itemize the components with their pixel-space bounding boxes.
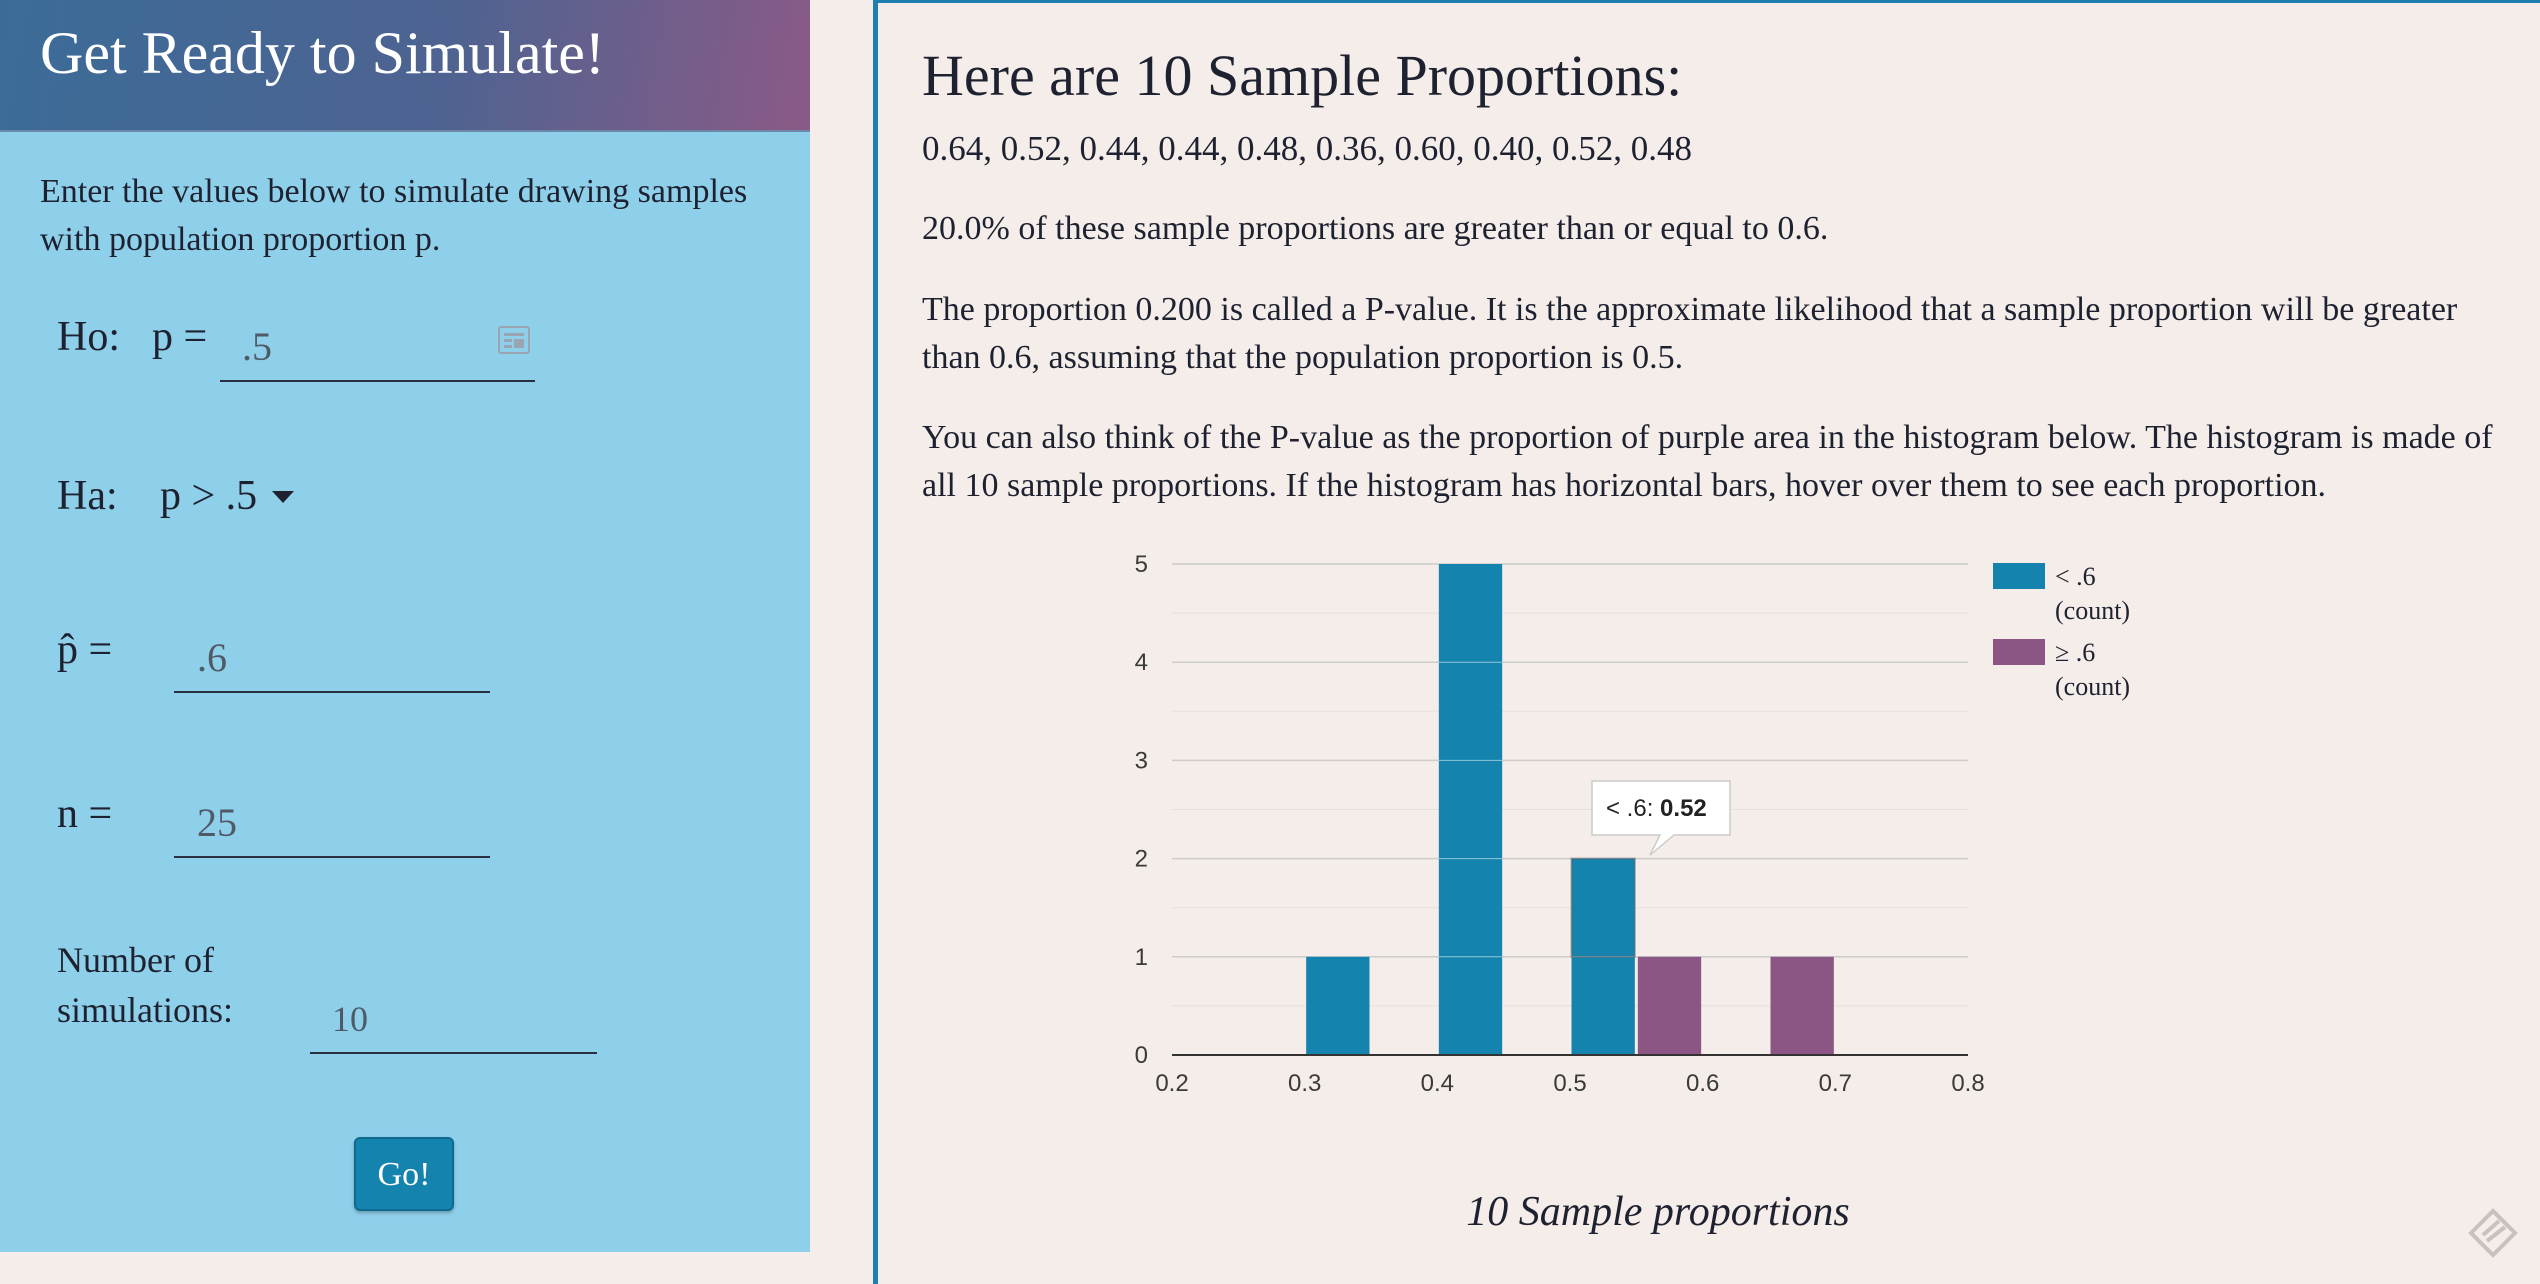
x-tick-label: 0.8 xyxy=(1951,1070,1984,1097)
x-tick-label: 0.3 xyxy=(1288,1070,1321,1097)
histogram-chart: 0 1 2 3 4 5 0.2 0.3 0.4 0.5 0.6 0.7 0.8 < .6 (count) ≥… xyxy=(1135,551,2130,1097)
sample-proportions-list: 0.64, 0.52, 0.44, 0.44, 0.48, 0.36, 0.60… xyxy=(922,129,1692,168)
chart-tooltip: < .6: 0.52 xyxy=(1591,780,1731,856)
y-tick-label: 0 xyxy=(1135,1042,1148,1069)
n-value: 25 xyxy=(197,800,237,845)
histogram-bar xyxy=(1770,956,1834,1055)
ha-label: Ha: xyxy=(57,473,118,519)
phat-input[interactable]: .6 xyxy=(174,627,490,693)
legend-label-unit: (count) xyxy=(2055,672,2130,701)
x-tick-label: 0.5 xyxy=(1553,1070,1586,1097)
feedback-icon[interactable] xyxy=(2465,1205,2521,1261)
panel-header: Get Ready to Simulate! xyxy=(0,0,810,132)
legend-swatch xyxy=(1993,639,2045,665)
simulations-input[interactable]: 10 xyxy=(310,988,597,1054)
panel-title: Get Ready to Simulate! xyxy=(40,20,605,86)
histogram-bar xyxy=(1637,956,1702,1055)
ho-p-value: .5 xyxy=(242,324,272,369)
tooltip-series-label: < .6: xyxy=(1606,795,1653,822)
histogram-bar xyxy=(1306,956,1370,1055)
phat-label: p̂ = xyxy=(57,627,113,673)
hovered-bar-segment xyxy=(1570,857,1636,958)
simulations-value: 10 xyxy=(332,999,368,1039)
simulation-setup-panel: Get Ready to Simulate! Enter the values … xyxy=(0,0,810,1252)
tooltip-value: 0.52 xyxy=(1660,795,1707,822)
ha-select[interactable]: p > .5 xyxy=(160,472,310,522)
histogram-explanation: You can also think of the P-value as the… xyxy=(922,419,2493,504)
legend-label: < .6 xyxy=(2055,562,2096,591)
x-tick-label: 0.7 xyxy=(1819,1070,1852,1097)
ho-p-input[interactable]: .5 xyxy=(220,316,535,382)
results-heading: Here are 10 Sample Proportions: xyxy=(922,43,1683,108)
go-button[interactable]: Go! xyxy=(354,1137,454,1211)
n-label: n = xyxy=(57,791,113,837)
chevron-down-icon xyxy=(272,491,294,503)
x-tick-label: 0.6 xyxy=(1686,1070,1719,1097)
intro-text: Enter the values below to simulate drawi… xyxy=(40,173,748,258)
legend-label-unit: (count) xyxy=(2055,596,2130,625)
simulations-label-line1: Number of xyxy=(57,940,214,980)
y-tick-label: 5 xyxy=(1135,551,1148,578)
n-input[interactable]: 25 xyxy=(174,792,490,858)
chart-x-axis-title: 10 Sample proportions xyxy=(1466,1189,1850,1235)
legend-swatch xyxy=(1993,563,2045,589)
autofill-form-icon[interactable] xyxy=(498,326,530,354)
ho-p-label: p = xyxy=(152,314,208,360)
x-tick-label: 0.4 xyxy=(1421,1070,1454,1097)
y-tick-label: 2 xyxy=(1135,846,1148,873)
results-panel: Here are 10 Sample Proportions: 0.64, 0.… xyxy=(873,0,2540,1284)
phat-value: .6 xyxy=(197,635,227,680)
ho-label: Ho: xyxy=(57,314,120,360)
histogram-bar xyxy=(1438,564,1503,1055)
pvalue-explanation: The proportion 0.200 is called a P-value… xyxy=(922,291,2458,376)
simulations-label-line2: simulations: xyxy=(57,990,234,1030)
x-tick-label: 0.2 xyxy=(1155,1070,1188,1097)
y-tick-label: 3 xyxy=(1135,747,1148,774)
summary-text: 20.0% of these sample proportions are gr… xyxy=(922,210,1829,247)
ha-selected-value: p > .5 xyxy=(160,473,258,519)
y-tick-label: 1 xyxy=(1135,944,1148,971)
svg-text:< .6: 0.52: < .6: 0.52 xyxy=(1606,795,1707,822)
y-tick-label: 4 xyxy=(1135,649,1148,676)
legend-label: ≥ .6 xyxy=(2055,638,2095,667)
